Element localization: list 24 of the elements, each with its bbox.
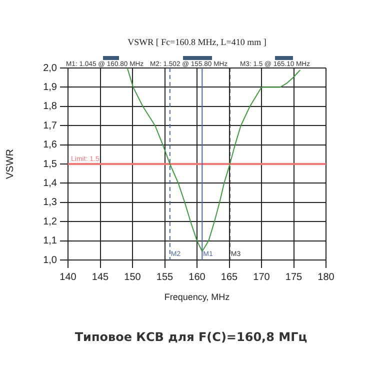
- x-tick-label: 155: [156, 272, 174, 283]
- y-tick-label: 1,8: [43, 101, 58, 112]
- y-tick-label: 1,6: [43, 140, 58, 151]
- x-tick-label: 145: [92, 272, 110, 283]
- y-tick-label: 1,2: [43, 216, 58, 228]
- y-tick-label: 1,0: [43, 254, 58, 266]
- x-tick-label: 175: [285, 272, 303, 283]
- y-axis-title: VSWR: [4, 149, 16, 179]
- y-tick-label: 1,7: [43, 120, 58, 132]
- y-tick-label: 1,3: [43, 197, 58, 208]
- x-tick-label: 150: [124, 272, 142, 283]
- x-axis-title: Frequency, MHz: [164, 292, 230, 302]
- y-tick-label: 2,0: [43, 62, 58, 74]
- x-tick-label: 160: [188, 272, 206, 283]
- text: Типовое КСВ для F(C)=160,8 МГц: [74, 330, 308, 344]
- x-tick-label: 180: [318, 272, 335, 283]
- y-tick-label: 1,5: [43, 158, 58, 170]
- y-tick-label: 1,1: [43, 236, 58, 247]
- x-tick-label: 140: [60, 272, 77, 283]
- x-tick-label: 170: [253, 272, 270, 283]
- x-tick-label: 165: [220, 272, 238, 283]
- chart-title: VSWR [ Fc=160.8 MHz, L=410 mm ]: [128, 37, 266, 47]
- y-tick-label: 1,9: [43, 82, 58, 93]
- y-tick-label: 1,4: [43, 178, 58, 189]
